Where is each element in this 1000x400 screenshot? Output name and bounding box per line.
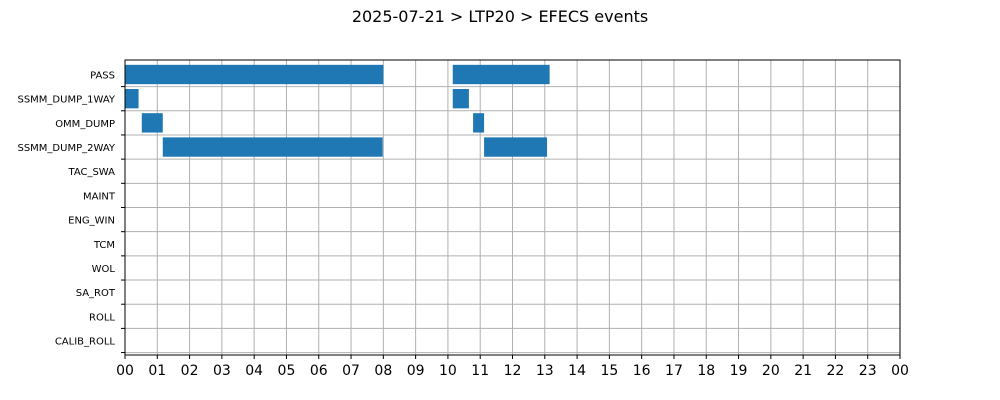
bars-layer (125, 64, 550, 157)
x-tick-label: 08 (374, 363, 392, 379)
x-tick-label: 13 (536, 363, 554, 379)
event-bar-ssmm-dump-1way (125, 89, 139, 109)
x-tick-label: 09 (407, 363, 425, 379)
x-tick-label: 21 (794, 363, 812, 379)
y-tick-label: MAINT (83, 191, 116, 202)
x-tick-label: 12 (504, 363, 522, 379)
x-tick-label: 04 (245, 363, 263, 379)
y-tick-label: SA_ROT (76, 288, 116, 299)
event-bar-pass (452, 64, 550, 85)
y-tick-label: WOL (92, 264, 116, 275)
y-axis: PASS SSMM_DUMP_1WAY OMM_DUMP SSMM_DUMP_2WAY… (17, 71, 125, 354)
x-tick-label: 05 (278, 363, 296, 379)
chart-title: 2025-07-21 > LTP20 > EFECS events (352, 7, 648, 26)
event-bar-omm-dump (473, 113, 485, 133)
x-tick-label: 01 (148, 363, 166, 379)
event-bar-ssmm-dump-1way (452, 89, 469, 109)
grid-layer (124, 60, 901, 355)
event-bar-ssmm-dump-2way (484, 137, 548, 157)
y-tick-label: CALIB_ROLL (55, 336, 116, 347)
y-tick-label: OMM_DUMP (55, 119, 115, 130)
y-tick-label: ENG_WIN (68, 216, 115, 227)
y-tick-label: TCM (93, 240, 115, 251)
event-bar-ssmm-dump-2way (162, 137, 383, 157)
x-tick-label: 23 (859, 363, 877, 379)
x-tick-label: 22 (827, 363, 845, 379)
x-tick-label: 11 (471, 363, 489, 379)
x-tick-label: 17 (665, 363, 683, 379)
x-tick-label: 07 (342, 363, 360, 379)
x-tick-label: 06 (310, 363, 328, 379)
y-tick-label: ROLL (89, 312, 115, 323)
x-tick-label: 18 (697, 363, 715, 379)
x-tick-label: 02 (181, 363, 199, 379)
x-axis: 00 01 02 03 04 05 06 07 08 09 10 11 12 13 14 15 16 17 18 19… (116, 355, 909, 379)
x-tick-label: 19 (730, 363, 748, 379)
x-tick-label: 14 (568, 363, 586, 379)
y-tick-label: PASS (90, 71, 115, 82)
x-tick-label: 03 (213, 363, 231, 379)
y-tick-label: SSMM_DUMP_2WAY (17, 143, 115, 154)
x-tick-label: 15 (600, 363, 618, 379)
x-tick-label: 00 (891, 363, 909, 379)
y-tick-label: TAC_SWA (67, 167, 115, 178)
y-tick-label: SSMM_DUMP_1WAY (17, 95, 115, 106)
x-tick-label: 20 (762, 363, 780, 379)
x-tick-label: 16 (633, 363, 651, 379)
x-tick-label: 10 (439, 363, 457, 379)
event-bar-pass (125, 64, 384, 85)
x-tick-label: 00 (116, 363, 134, 379)
event-bar-omm-dump (141, 113, 163, 133)
